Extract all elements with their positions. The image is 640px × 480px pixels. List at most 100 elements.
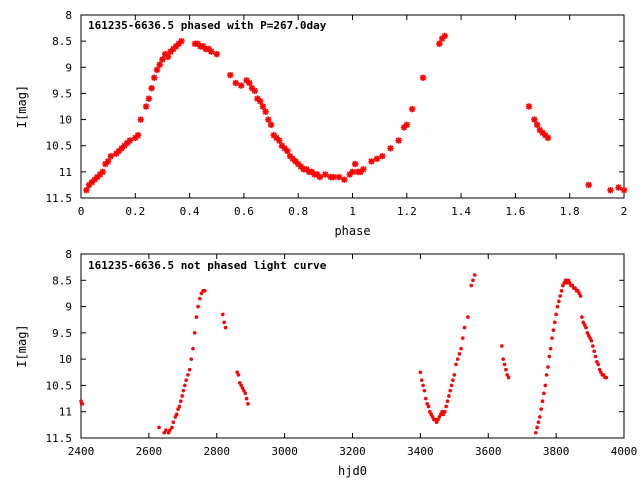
data-point (547, 354, 552, 359)
data-point (352, 160, 359, 168)
data-point (189, 357, 194, 361)
data-point (251, 87, 258, 95)
data-point (590, 344, 595, 348)
data-point (186, 373, 190, 377)
data-point (419, 378, 424, 382)
data-point (592, 349, 596, 354)
data-point (585, 181, 592, 189)
data-point (142, 103, 150, 110)
y-tick-label: 10 (59, 114, 72, 127)
data-point (555, 304, 560, 309)
data-series (83, 32, 449, 194)
data-point (462, 325, 467, 330)
data-point (506, 375, 511, 380)
data-point (168, 428, 172, 432)
data-point (459, 346, 463, 351)
y-tick-label: 9.5 (52, 327, 72, 340)
data-point (426, 404, 431, 409)
data-point (543, 383, 548, 388)
data-point (148, 85, 155, 92)
data-point (539, 407, 543, 411)
data-point (557, 299, 561, 304)
data-point (232, 79, 239, 87)
data-point (262, 108, 269, 115)
data-point (455, 357, 460, 361)
data-point (531, 116, 538, 123)
y-tick-label: 9 (65, 301, 72, 314)
data-point (449, 383, 454, 388)
data-point (153, 66, 161, 74)
data-point (424, 396, 428, 401)
x-tick-label: 1.8 (560, 205, 580, 218)
data-point (221, 312, 225, 317)
data-point (436, 40, 443, 47)
x-tick-label: 3600 (475, 445, 502, 458)
data-point (174, 412, 179, 417)
data-point (444, 404, 448, 409)
x-tick-label: 1.2 (397, 205, 417, 218)
data-point (421, 383, 425, 388)
data-point (265, 116, 272, 123)
data-point (596, 362, 601, 367)
data-point (275, 137, 283, 144)
unphased-light-curve-panel: 2400 2600 2800 3000 3200 3400 3600 3800 4000 8 8.5… (15, 248, 637, 478)
data-series (533, 278, 609, 435)
x-tick-label: 3800 (543, 445, 570, 458)
x-tick-label: 1.6 (505, 205, 525, 218)
data-point (196, 304, 200, 309)
data-point (536, 420, 541, 425)
y-tick-label: 10.5 (46, 140, 73, 153)
y-tick-label: 8 (65, 248, 72, 261)
data-point (330, 173, 337, 181)
data-point (178, 399, 183, 404)
data-point (145, 95, 153, 102)
x-tick-label: 3200 (339, 445, 366, 458)
data-point (197, 296, 202, 301)
data-point (593, 354, 598, 359)
x-tick-label: 0.8 (288, 205, 308, 218)
data-point (259, 103, 267, 110)
data-point (558, 294, 562, 298)
data-point (99, 168, 106, 176)
data-point (447, 394, 451, 398)
y-tick-label: 8.5 (52, 35, 72, 48)
data-point (469, 283, 474, 288)
data-point (403, 121, 410, 128)
data-point (418, 370, 423, 375)
x-axis-label: hjd0 (338, 464, 367, 478)
data-point (607, 186, 614, 194)
data-point (107, 152, 115, 160)
data-point (162, 430, 166, 435)
data-point (244, 396, 249, 401)
data-point (178, 37, 185, 45)
data-point (542, 391, 546, 396)
data-point (199, 291, 204, 296)
data-point (559, 289, 564, 293)
data-point (83, 186, 90, 194)
data-point (335, 173, 343, 181)
x-tick-label: 0.4 (180, 205, 200, 218)
data-point (552, 320, 557, 325)
data-point (192, 331, 197, 335)
data-point (341, 176, 348, 183)
y-axis-label: I[mag] (15, 85, 29, 128)
data-point (170, 425, 174, 430)
data-point (544, 373, 549, 377)
data-point (379, 152, 386, 160)
data-point (246, 79, 253, 87)
data-point (237, 82, 245, 89)
data-point (445, 399, 450, 404)
data-point (584, 325, 588, 330)
data-point (137, 116, 144, 123)
data-point (504, 367, 508, 372)
y-tick-label: 11.5 (46, 192, 73, 205)
x-tick-label: 3000 (271, 445, 298, 458)
data-point (540, 399, 545, 404)
data-point (208, 48, 215, 55)
data-point (500, 344, 504, 348)
y-tick-label: 11.5 (46, 432, 73, 445)
data-point (156, 61, 163, 68)
data-point (177, 404, 182, 409)
data-point (580, 315, 584, 319)
